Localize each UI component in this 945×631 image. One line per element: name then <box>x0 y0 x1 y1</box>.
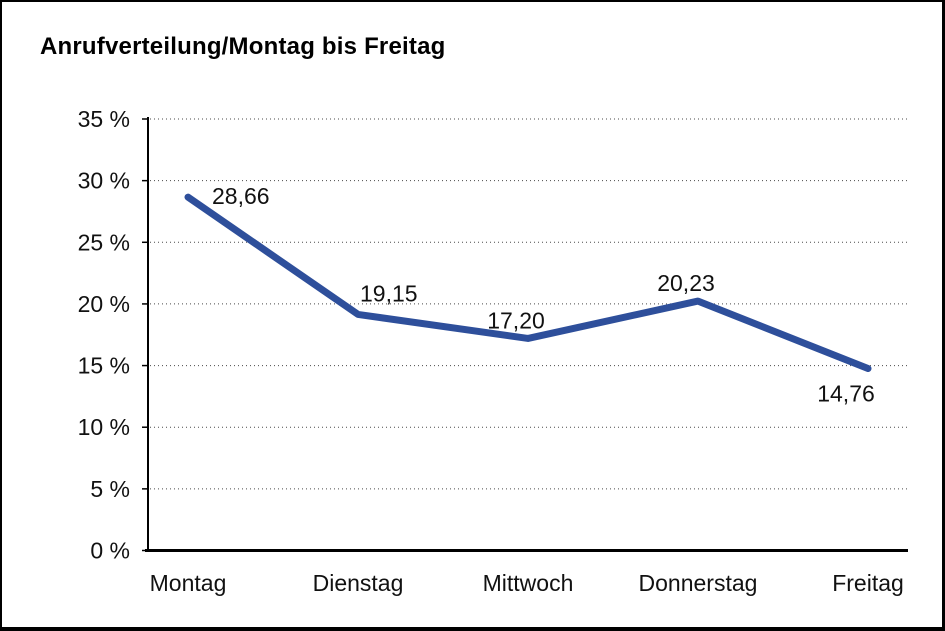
data-point-label: 14,76 <box>817 381 875 407</box>
x-axis-label: Donnerstag <box>639 570 758 596</box>
data-point-label: 17,20 <box>487 307 545 333</box>
data-point-label: 19,15 <box>360 280 418 306</box>
y-axis-label: 20 % <box>78 291 130 317</box>
y-axis-label: 25 % <box>78 229 130 255</box>
y-axis-label: 5 % <box>90 476 130 502</box>
y-axis-label: 30 % <box>78 168 130 194</box>
chart-title: Anrufverteilung/Montag bis Freitag <box>40 33 446 60</box>
series-line <box>184 193 872 373</box>
x-axis-label: Mittwoch <box>483 570 574 596</box>
y-axis-label: 10 % <box>78 414 130 440</box>
x-axis-label: Montag <box>150 570 227 596</box>
y-axis-label: 0 % <box>90 538 130 564</box>
x-axis-label: Dienstag <box>313 570 404 596</box>
data-point-label: 28,66 <box>212 183 270 209</box>
data-point-label: 20,23 <box>657 270 715 296</box>
y-axis-label: 15 % <box>78 353 130 379</box>
y-axis-label: 35 % <box>78 106 130 132</box>
x-axis-label: Freitag <box>832 570 904 596</box>
